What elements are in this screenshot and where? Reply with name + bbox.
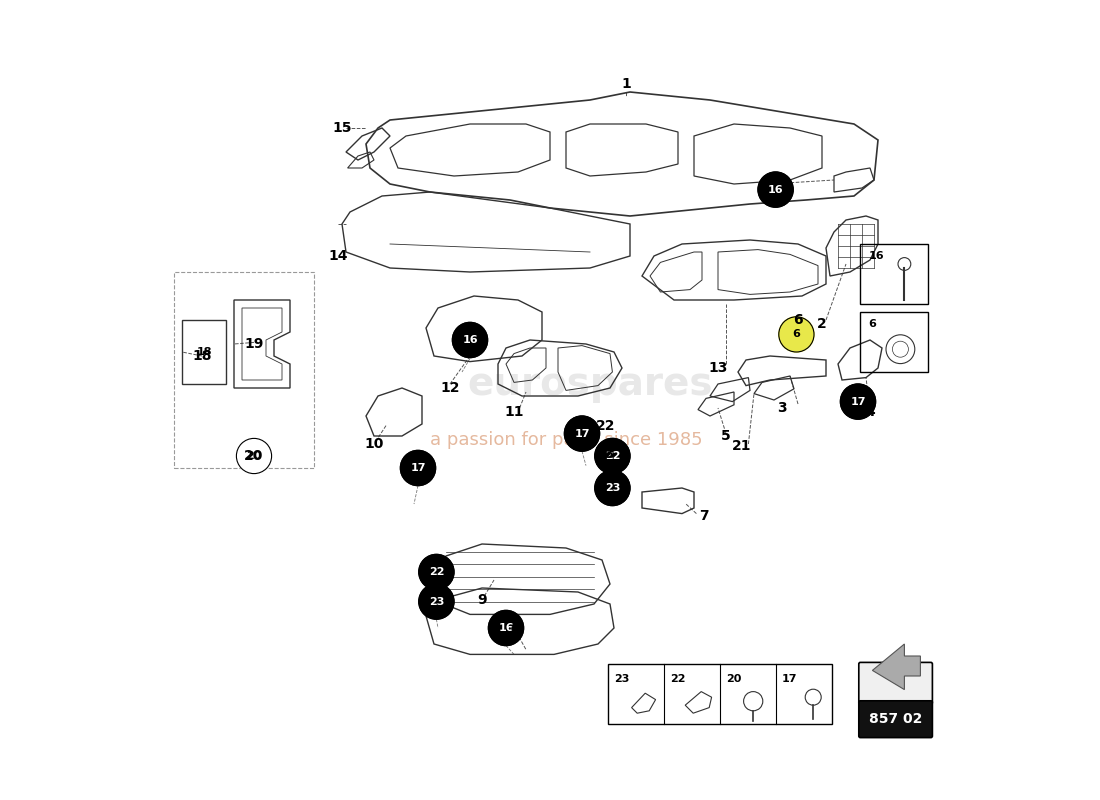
Circle shape	[236, 438, 272, 474]
Circle shape	[400, 450, 436, 486]
Text: 18: 18	[192, 349, 211, 363]
Text: 23: 23	[429, 597, 444, 606]
Text: 17: 17	[782, 674, 797, 684]
FancyBboxPatch shape	[859, 662, 933, 704]
Text: 16: 16	[498, 623, 514, 633]
Text: 6: 6	[793, 313, 803, 327]
Text: 20: 20	[244, 449, 264, 463]
Text: 8: 8	[509, 625, 519, 639]
Text: 17: 17	[850, 397, 866, 406]
Text: 18: 18	[196, 347, 211, 357]
Text: 23: 23	[605, 483, 620, 493]
Text: 21: 21	[733, 439, 751, 454]
Circle shape	[595, 438, 630, 474]
Polygon shape	[872, 644, 921, 690]
Text: 16: 16	[764, 173, 783, 187]
Text: 13: 13	[708, 361, 728, 375]
Text: 17: 17	[410, 463, 426, 473]
Circle shape	[595, 470, 630, 506]
Text: 14: 14	[328, 249, 348, 263]
Text: 23: 23	[596, 447, 616, 462]
FancyBboxPatch shape	[859, 701, 933, 738]
Circle shape	[419, 584, 454, 619]
Text: 20: 20	[726, 674, 741, 684]
Text: 5: 5	[722, 429, 730, 443]
Text: 16: 16	[768, 185, 783, 194]
Text: 17: 17	[574, 429, 590, 438]
Text: 7: 7	[700, 509, 710, 523]
Circle shape	[564, 416, 600, 451]
Text: 9: 9	[477, 593, 487, 607]
Text: 857 02: 857 02	[869, 712, 922, 726]
Circle shape	[419, 554, 454, 590]
Text: 6: 6	[868, 319, 877, 329]
Circle shape	[758, 172, 793, 207]
Text: 20: 20	[246, 451, 262, 461]
Text: 16: 16	[868, 251, 884, 261]
Text: 12: 12	[440, 381, 460, 395]
Text: 23: 23	[614, 674, 629, 684]
Text: 6: 6	[792, 330, 801, 339]
Circle shape	[488, 610, 524, 646]
Text: a passion for parts since 1985: a passion for parts since 1985	[430, 431, 702, 449]
Text: 22: 22	[605, 451, 620, 461]
Text: 1: 1	[621, 77, 631, 91]
Circle shape	[779, 317, 814, 352]
Text: 16: 16	[462, 335, 477, 345]
Circle shape	[840, 384, 876, 419]
Text: 22: 22	[429, 567, 444, 577]
Text: 22: 22	[596, 418, 616, 433]
Text: eurospares: eurospares	[468, 365, 713, 403]
Text: 22: 22	[670, 674, 685, 684]
Circle shape	[452, 322, 487, 358]
Text: 10: 10	[364, 437, 384, 451]
Text: 19: 19	[244, 337, 264, 351]
Text: 11: 11	[504, 405, 524, 419]
Text: 2: 2	[817, 317, 827, 331]
Text: 17: 17	[848, 385, 868, 399]
Text: 4: 4	[865, 405, 874, 419]
Text: 15: 15	[332, 121, 352, 135]
Text: 3: 3	[778, 401, 786, 415]
